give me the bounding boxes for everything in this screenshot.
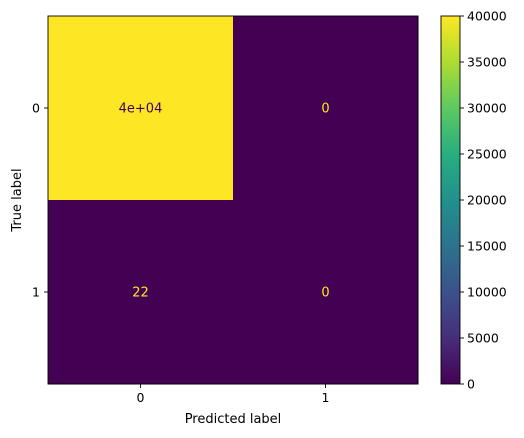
- colorbar-tick-label-0: 0: [467, 377, 475, 392]
- y-axis: 01: [32, 101, 48, 300]
- matrix-cell-r1-c1: [233, 200, 419, 385]
- matrix-border: [47, 15, 419, 385]
- matrix-cell-r0-c0: [48, 16, 234, 201]
- colorbar-tick-label-25000: 25000: [467, 147, 507, 162]
- cell-value-r1-c1: 0: [321, 286, 329, 301]
- matrix-cells: 4e+04 0 22 0: [48, 16, 419, 385]
- colorbar-gradient: [441, 16, 460, 384]
- matrix-cell-r1-c0: [48, 200, 234, 385]
- matrix-frame: [47, 15, 419, 385]
- cell-value-r0-c1: 0: [321, 102, 329, 117]
- y-axis-label: True label: [10, 168, 25, 232]
- matrix-cell-r0-c1: [233, 16, 419, 201]
- y-tick-label-1: 1: [32, 285, 40, 300]
- colorbar-tick-label-35000: 35000: [467, 55, 507, 70]
- colorbar-tick-label-30000: 30000: [467, 101, 507, 116]
- colorbar-tick-label-15000: 15000: [467, 239, 507, 254]
- y-tick-label-0: 0: [32, 101, 40, 116]
- cell-value-r1-c0: 22: [132, 286, 149, 301]
- x-tick-label-1: 1: [322, 390, 330, 405]
- x-tick-label-0: 0: [137, 390, 145, 405]
- cell-value-r0-c0: 4e+04: [119, 102, 163, 117]
- x-axis-label: Predicted label: [185, 412, 282, 427]
- colorbar-tick-label-10000: 10000: [467, 285, 507, 300]
- colorbar: 0 5000 10000 15000 20000 25000 30000 35000 40000: [440, 9, 507, 392]
- colorbar-tick-label-20000: 20000: [467, 193, 507, 208]
- colorbar-tick-label-5000: 5000: [467, 331, 499, 346]
- colorbar-tick-label-40000: 40000: [467, 9, 507, 24]
